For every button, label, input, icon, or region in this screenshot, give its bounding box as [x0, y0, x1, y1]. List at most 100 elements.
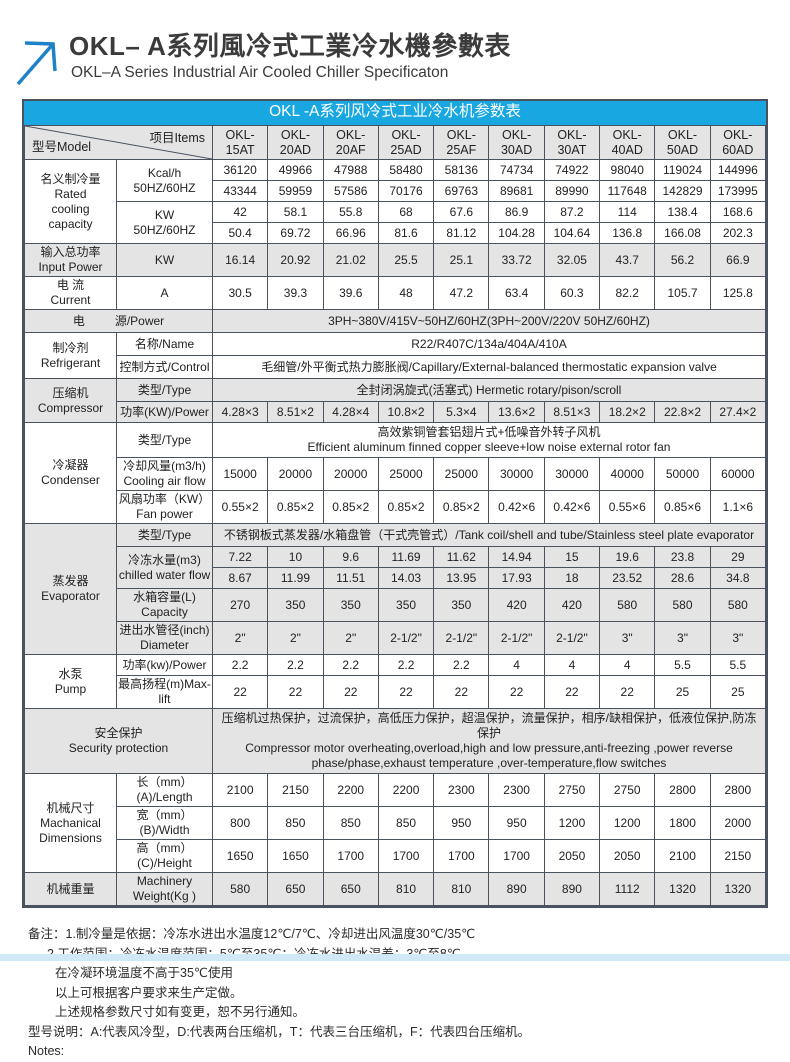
value-cell: 11.99: [267, 567, 324, 589]
row-item-label: 类型/Type: [116, 523, 213, 547]
section-label-evaporator: 蒸发器 Evaporator: [24, 523, 117, 655]
value-cell: 2150: [709, 839, 767, 873]
model-header-cell: OKL- 20AF: [322, 125, 379, 160]
corner-cell: 型号Model 项目Items: [24, 125, 213, 160]
value-cell: 2.2: [377, 654, 435, 676]
corner-model-label: 型号Model: [32, 140, 92, 154]
section-label-machinery-weight: 机械重量: [24, 872, 117, 906]
value-cell: 30.5: [211, 276, 269, 310]
value-cell: 28.6: [654, 567, 711, 589]
row-item-label: 名称/Name: [116, 332, 213, 356]
value-cell: 2": [322, 621, 379, 655]
value-cell: 2300: [433, 773, 490, 807]
value-cell: 850: [377, 806, 435, 840]
value-cell: 13.95: [433, 567, 490, 589]
value-cell: 2-1/2": [433, 621, 490, 655]
value-cell: 1700: [433, 839, 490, 873]
value-cell: 39.6: [322, 276, 379, 310]
section-label-part: 电: [72, 313, 85, 328]
value-cell: 25000: [377, 457, 435, 491]
value-cell: 650: [267, 872, 324, 906]
value-cell: 2750: [599, 773, 656, 807]
value-cell: 74734: [488, 159, 545, 181]
value-cell: 138.4: [654, 201, 711, 223]
value-cell: 2": [267, 621, 324, 655]
section-label-part: 源/Power: [114, 313, 165, 328]
value-cell: 350: [433, 588, 490, 622]
value-cell: 82.2: [599, 276, 656, 310]
value-cell: 25.1: [433, 243, 490, 277]
row-item-label: 类型/Type: [116, 378, 213, 402]
value-cell: 810: [433, 872, 490, 906]
value-cell: 2-1/2": [377, 621, 435, 655]
value-cell: 950: [433, 806, 490, 840]
value-cell: 66.9: [709, 243, 767, 277]
value-cell: 114: [599, 201, 656, 223]
value-cell: 166.08: [654, 222, 711, 244]
value-cell: 22: [267, 675, 324, 709]
value-cell: 32.05: [543, 243, 601, 277]
value-cell: 125.8: [709, 276, 767, 310]
value-cell: 33.72: [488, 243, 545, 277]
value-cell: 8.51×3: [543, 401, 601, 423]
value-cell: 2200: [377, 773, 435, 807]
value-cell: 22.8×2: [654, 401, 711, 423]
value-cell: 0.85×2: [322, 490, 379, 524]
value-cell: 4: [543, 654, 601, 676]
value-cell: 23.52: [599, 567, 656, 589]
value-cell: 22: [377, 675, 435, 709]
value-cell: 5.5: [654, 654, 711, 676]
model-header-cell: OKL- 20AD: [267, 125, 324, 160]
value-cell: 20000: [322, 457, 379, 491]
value-cell: 0.85×2: [267, 490, 324, 524]
corner-items-label: 项目Items: [149, 131, 205, 145]
value-cell: 1650: [267, 839, 324, 873]
model-header-cell: OKL- 60AD: [709, 125, 767, 160]
value-cell: 22: [543, 675, 601, 709]
value-cell: 25: [709, 675, 767, 709]
value-cell: 119024: [654, 159, 711, 181]
value-cell: 350: [267, 588, 324, 622]
value-cell: 2050: [543, 839, 601, 873]
span-value-cell: 高效紫铜管套铝翅片式+低噪音外转子风机 Efficient aluminum f…: [212, 422, 766, 458]
value-cell: 580: [654, 588, 711, 622]
value-cell: 1650: [211, 839, 269, 873]
value-cell: 81.12: [433, 222, 490, 244]
row-item-label: KW 50HZ/60HZ: [116, 201, 213, 244]
value-cell: 800: [211, 806, 269, 840]
value-cell: 63.4: [488, 276, 545, 310]
value-cell: 4.28×3: [211, 401, 269, 423]
row-item-label: 控制方式/Control: [116, 355, 213, 379]
value-cell: 580: [709, 588, 767, 622]
value-cell: 0.55×6: [599, 490, 656, 524]
value-cell: 15: [543, 546, 601, 568]
value-cell: 40000: [599, 457, 656, 491]
value-cell: 8.51×2: [267, 401, 324, 423]
value-cell: 98040: [599, 159, 656, 181]
value-cell: 70176: [377, 180, 435, 202]
value-cell: 67.6: [433, 201, 490, 223]
row-item-label: 宽（mm）(B)/Width: [116, 806, 213, 840]
value-cell: 5.3×4: [433, 401, 490, 423]
value-cell: 0.42×6: [488, 490, 545, 524]
row-item-label: 高（mm）(C)/Height: [116, 839, 213, 873]
value-cell: 2300: [488, 773, 545, 807]
value-cell: 142829: [654, 180, 711, 202]
row-item-label: 功率(KW)/Power: [116, 401, 213, 423]
diagonal-line: [25, 126, 212, 159]
spec-table-grid: 型号Model 项目Items OKL- 15AT OKL- 20AD OKL- 20A…: [24, 125, 767, 906]
value-cell: 14.03: [377, 567, 435, 589]
value-cell: 2800: [709, 773, 767, 807]
model-header-cell: OKL- 30AT: [543, 125, 601, 160]
value-cell: 43.7: [599, 243, 656, 277]
value-cell: 69.72: [267, 222, 324, 244]
section-label-security-protection: 安全保护 Security protection: [24, 708, 213, 774]
value-cell: 2750: [543, 773, 601, 807]
page-subtitle: OKL–A Series Industrial Air Cooled Chill…: [71, 64, 449, 81]
row-item-label: 风扇功率（KW） Fan power: [116, 490, 213, 524]
value-cell: 25: [654, 675, 711, 709]
value-cell: 36120: [211, 159, 269, 181]
row-item-label: 最高扬程(m)Max-lift: [116, 675, 213, 709]
value-cell: 58136: [433, 159, 490, 181]
value-cell: 27.4×2: [709, 401, 767, 423]
